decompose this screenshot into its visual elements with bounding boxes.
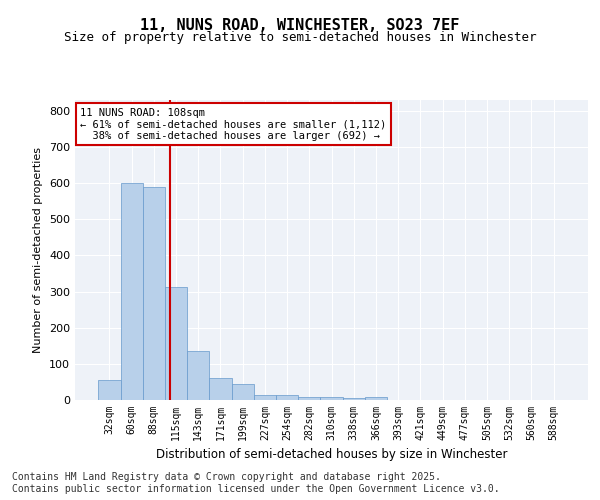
Bar: [320, 397, 343, 400]
X-axis label: Distribution of semi-detached houses by size in Winchester: Distribution of semi-detached houses by …: [156, 448, 507, 462]
Bar: [343, 398, 365, 400]
Bar: [209, 378, 232, 400]
Bar: [187, 351, 209, 400]
Bar: [276, 395, 298, 400]
Bar: [143, 186, 165, 400]
Bar: [165, 287, 187, 400]
Bar: [232, 384, 254, 400]
Text: 11 NUNS ROAD: 108sqm
← 61% of semi-detached houses are smaller (1,112)
  38% of : 11 NUNS ROAD: 108sqm ← 61% of semi-detac…: [80, 108, 386, 140]
Text: Size of property relative to semi-detached houses in Winchester: Size of property relative to semi-detach…: [64, 31, 536, 44]
Y-axis label: Number of semi-detached properties: Number of semi-detached properties: [34, 147, 43, 353]
Text: Contains HM Land Registry data © Crown copyright and database right 2025.
Contai: Contains HM Land Registry data © Crown c…: [12, 472, 500, 494]
Bar: [365, 398, 387, 400]
Bar: [98, 380, 121, 400]
Bar: [121, 183, 143, 400]
Text: 11, NUNS ROAD, WINCHESTER, SO23 7EF: 11, NUNS ROAD, WINCHESTER, SO23 7EF: [140, 18, 460, 32]
Bar: [254, 394, 276, 400]
Bar: [298, 397, 320, 400]
